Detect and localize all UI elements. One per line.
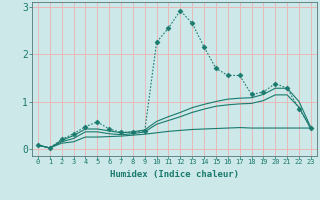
X-axis label: Humidex (Indice chaleur): Humidex (Indice chaleur) (110, 170, 239, 179)
